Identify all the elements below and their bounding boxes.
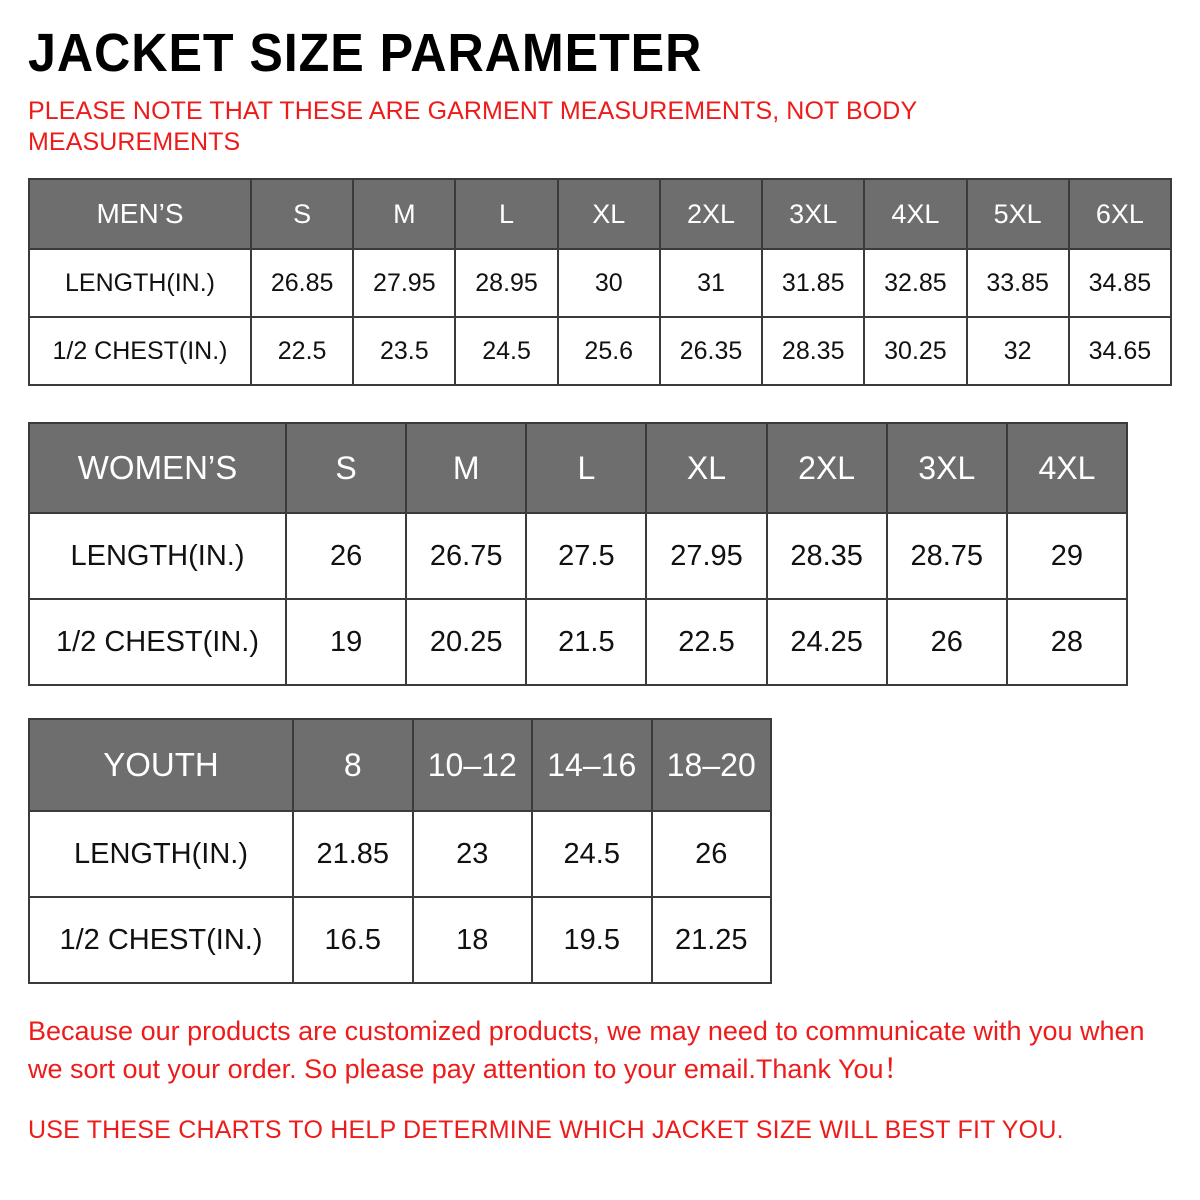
mens-chest-2xl: 26.35 <box>658 316 764 386</box>
mens-column-header-5xl: 5XL <box>965 178 1070 250</box>
table-row: 1/2 CHEST(IN.) 16.5 18 19.5 21.25 <box>28 896 772 984</box>
table-row: 1/2 CHEST(IN.) 19 20.25 21.5 22.5 24.25 … <box>28 598 1129 686</box>
womens-length-m: 26.75 <box>405 512 528 600</box>
mens-length-6xl: 34.85 <box>1067 248 1173 318</box>
mens-column-header-4xl: 4XL <box>863 178 968 250</box>
womens-chest-s: 19 <box>284 598 408 686</box>
mens-row-label-length: LENGTH(IN.) <box>28 248 252 318</box>
womens-table-body: LENGTH(IN.) 26 26.75 27.5 27.95 28.35 28… <box>28 512 1129 686</box>
youth-length-18-20: 26 <box>650 810 772 898</box>
mens-chest-6xl: 34.65 <box>1067 316 1173 386</box>
womens-column-header-4xl: 4XL <box>1005 422 1129 514</box>
womens-column-header-s: S <box>284 422 408 514</box>
table-header-row: WOMEN’S S M L XL 2XL 3XL 4XL <box>28 422 1129 514</box>
womens-row-label-chest: 1/2 CHEST(IN.) <box>28 598 287 686</box>
mens-chest-3xl: 28.35 <box>761 316 866 386</box>
womens-column-header-3xl: 3XL <box>885 422 1008 514</box>
mens-length-l: 28.95 <box>454 248 559 318</box>
youth-row-label-length: LENGTH(IN.) <box>28 810 294 898</box>
youth-size-table: YOUTH 8 10–12 14–16 18–20 LENGTH(IN.) 21… <box>28 718 772 984</box>
youth-table-body: LENGTH(IN.) 21.85 23 24.5 26 1/2 CHEST(I… <box>28 810 772 984</box>
mens-table-header: MEN’S S M L XL 2XL 3XL 4XL 5XL 6XL <box>28 178 1173 250</box>
youth-chest-18-20: 21.25 <box>650 896 772 984</box>
mens-column-header-2xl: 2XL <box>658 178 764 250</box>
table-row: LENGTH(IN.) 21.85 23 24.5 26 <box>28 810 772 898</box>
mens-length-xl: 30 <box>556 248 661 318</box>
womens-row-label-length: LENGTH(IN.) <box>28 512 287 600</box>
womens-chest-3xl: 26 <box>885 598 1008 686</box>
mens-row-label-chest: 1/2 CHEST(IN.) <box>28 316 252 386</box>
mens-length-m: 27.95 <box>352 248 457 318</box>
mens-table-title-cell: MEN’S <box>28 178 252 250</box>
womens-length-3xl: 28.75 <box>885 512 1008 600</box>
womens-column-header-xl: XL <box>645 422 768 514</box>
mens-chest-l: 24.5 <box>454 316 559 386</box>
youth-chest-8: 16.5 <box>292 896 414 984</box>
womens-chest-xl: 22.5 <box>645 598 768 686</box>
mens-length-s: 26.85 <box>249 248 355 318</box>
womens-chest-l: 21.5 <box>525 598 648 686</box>
mens-column-header-l: L <box>454 178 559 250</box>
mens-column-header-6xl: 6XL <box>1067 178 1173 250</box>
mens-chest-s: 22.5 <box>249 316 355 386</box>
mens-column-header-m: M <box>352 178 457 250</box>
youth-length-14-16: 24.5 <box>531 810 653 898</box>
womens-column-header-m: M <box>405 422 528 514</box>
womens-table-header: WOMEN’S S M L XL 2XL 3XL 4XL <box>28 422 1129 514</box>
youth-column-header-18-20: 18–20 <box>650 718 772 812</box>
mens-chest-m: 23.5 <box>352 316 457 386</box>
youth-column-header-10-12: 10–12 <box>411 718 533 812</box>
mens-length-3xl: 31.85 <box>761 248 866 318</box>
mens-chest-xl: 25.6 <box>556 316 661 386</box>
womens-length-xl: 27.95 <box>645 512 768 600</box>
youth-chest-10-12: 18 <box>411 896 533 984</box>
womens-table-title-cell: WOMEN’S <box>28 422 287 514</box>
womens-chest-m: 20.25 <box>405 598 528 686</box>
table-header-row: MEN’S S M L XL 2XL 3XL 4XL 5XL 6XL <box>28 178 1173 250</box>
youth-table-header: YOUTH 8 10–12 14–16 18–20 <box>28 718 772 812</box>
womens-column-header-l: L <box>525 422 648 514</box>
use-charts-note: USE THESE CHARTS TO HELP DETERMINE WHICH… <box>28 1116 1064 1144</box>
womens-chest-2xl: 24.25 <box>765 598 888 686</box>
womens-size-table: WOMEN’S S M L XL 2XL 3XL 4XL LENGTH(IN.)… <box>28 422 1129 686</box>
mens-column-header-xl: XL <box>556 178 661 250</box>
mens-table-body: LENGTH(IN.) 26.85 27.95 28.95 30 31 31.8… <box>28 248 1173 386</box>
womens-length-s: 26 <box>284 512 408 600</box>
mens-column-header-3xl: 3XL <box>761 178 866 250</box>
mens-length-2xl: 31 <box>658 248 764 318</box>
mens-length-5xl: 33.85 <box>965 248 1070 318</box>
page-title: JACKET SIZE PARAMETER <box>28 23 703 83</box>
table-row: LENGTH(IN.) 26.85 27.95 28.95 30 31 31.8… <box>28 248 1173 318</box>
youth-row-label-chest: 1/2 CHEST(IN.) <box>28 896 294 984</box>
garment-measurement-note: PLEASE NOTE THAT THESE ARE GARMENT MEASU… <box>28 97 917 156</box>
mens-column-header-s: S <box>249 178 355 250</box>
customized-products-note: Because our products are customized prod… <box>28 1016 1145 1084</box>
mens-chest-5xl: 32 <box>965 316 1070 386</box>
mens-chest-4xl: 30.25 <box>863 316 968 386</box>
youth-chest-14-16: 19.5 <box>531 896 653 984</box>
womens-length-2xl: 28.35 <box>765 512 888 600</box>
youth-table-title-cell: YOUTH <box>28 718 294 812</box>
youth-column-header-8: 8 <box>292 718 414 812</box>
table-row: 1/2 CHEST(IN.) 22.5 23.5 24.5 25.6 26.35… <box>28 316 1173 386</box>
mens-length-4xl: 32.85 <box>863 248 968 318</box>
youth-length-10-12: 23 <box>411 810 533 898</box>
table-header-row: YOUTH 8 10–12 14–16 18–20 <box>28 718 772 812</box>
table-row: LENGTH(IN.) 26 26.75 27.5 27.95 28.35 28… <box>28 512 1129 600</box>
youth-length-8: 21.85 <box>292 810 414 898</box>
womens-length-4xl: 29 <box>1005 512 1129 600</box>
womens-chest-4xl: 28 <box>1005 598 1129 686</box>
womens-column-header-2xl: 2XL <box>765 422 888 514</box>
youth-column-header-14-16: 14–16 <box>531 718 653 812</box>
mens-size-table: MEN’S S M L XL 2XL 3XL 4XL 5XL 6XL LENGT… <box>28 178 1173 386</box>
womens-length-l: 27.5 <box>525 512 648 600</box>
